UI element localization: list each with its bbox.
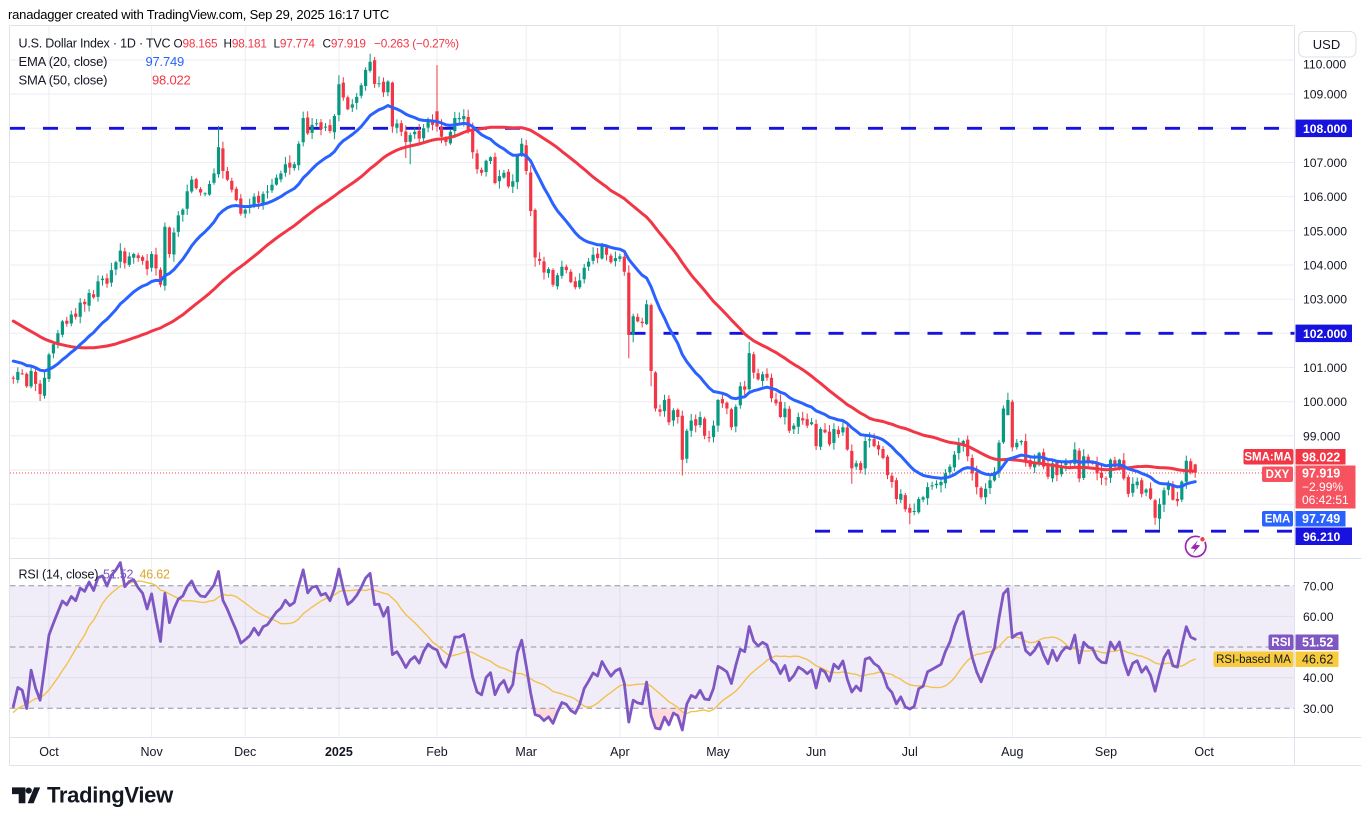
svg-text:97.749: 97.749 — [1302, 512, 1340, 526]
svg-text:Feb: Feb — [426, 745, 448, 759]
svg-text:Jun: Jun — [806, 745, 826, 759]
svg-text:Aug: Aug — [1001, 745, 1023, 759]
svg-text:2025: 2025 — [325, 745, 353, 759]
svg-text:DXY: DXY — [1266, 469, 1290, 481]
svg-text:EMA (20, close)97.749: EMA (20, close)97.749 — [19, 54, 185, 69]
svg-text:107.000: 107.000 — [1303, 156, 1347, 170]
svg-text:96.210: 96.210 — [1303, 530, 1340, 544]
svg-text:SMA (50, close)98.022: SMA (50, close)98.022 — [19, 73, 191, 88]
svg-text:98.022: 98.022 — [1302, 451, 1340, 465]
svg-text:USD: USD — [1313, 37, 1340, 52]
svg-text:Oct: Oct — [1194, 745, 1214, 759]
svg-text:Dec: Dec — [234, 745, 256, 759]
svg-text:Mar: Mar — [515, 745, 537, 759]
svg-text:108.000: 108.000 — [1303, 122, 1347, 136]
svg-text:101.000: 101.000 — [1303, 361, 1347, 375]
svg-text:Nov: Nov — [140, 745, 163, 759]
svg-text:70.00: 70.00 — [1303, 579, 1334, 593]
svg-text:06:42:51: 06:42:51 — [1302, 493, 1349, 507]
svg-text:97.919: 97.919 — [1302, 467, 1340, 481]
svg-text:109.000: 109.000 — [1303, 88, 1347, 102]
svg-text:RSI: RSI — [1271, 637, 1290, 649]
svg-text:46.62: 46.62 — [1302, 653, 1333, 667]
svg-text:May: May — [706, 745, 730, 759]
svg-text:30.00: 30.00 — [1303, 702, 1334, 716]
svg-text:105.000: 105.000 — [1303, 224, 1347, 238]
svg-text:Oct: Oct — [39, 745, 59, 759]
svg-text:60.00: 60.00 — [1303, 610, 1334, 624]
svg-text:Sep: Sep — [1095, 745, 1117, 759]
svg-text:ranadagger created with Tradin: ranadagger created with TradingView.com,… — [8, 7, 389, 22]
svg-text:Jul: Jul — [902, 745, 918, 759]
svg-text:102.000: 102.000 — [1303, 327, 1347, 341]
svg-text:110.000: 110.000 — [1303, 58, 1346, 72]
svg-text:100.000: 100.000 — [1303, 395, 1347, 409]
svg-text:Apr: Apr — [610, 745, 629, 759]
svg-text:51.52: 51.52 — [1302, 636, 1333, 650]
svg-text:104.000: 104.000 — [1303, 259, 1347, 273]
svg-text:EMA: EMA — [1265, 514, 1291, 526]
svg-text:106.000: 106.000 — [1303, 190, 1347, 204]
svg-text:99.000: 99.000 — [1303, 429, 1340, 443]
svg-text:103.000: 103.000 — [1303, 293, 1347, 307]
svg-text:TradingView: TradingView — [47, 783, 174, 808]
svg-text:40.00: 40.00 — [1303, 671, 1334, 685]
svg-text:−2.99%: −2.99% — [1302, 480, 1343, 494]
svg-text:RSI-based MA: RSI-based MA — [1216, 654, 1291, 666]
svg-text:SMA:MA: SMA:MA — [1244, 452, 1291, 464]
